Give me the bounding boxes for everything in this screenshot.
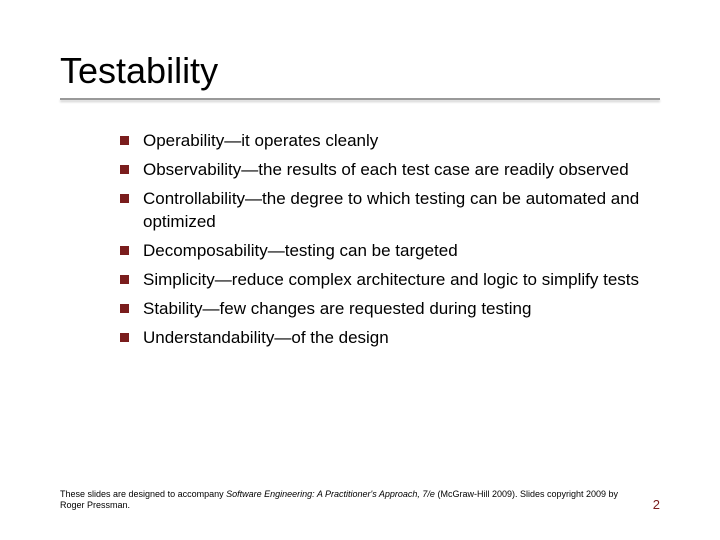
list-item: Simplicity—reduce complex architecture a… (120, 269, 640, 292)
bullet-icon (120, 136, 129, 145)
bullet-text: Simplicity—reduce complex architecture a… (143, 269, 639, 292)
bullet-text: Stability—few changes are requested duri… (143, 298, 531, 321)
bullet-icon (120, 333, 129, 342)
page-number: 2 (653, 497, 660, 512)
footer-text: These slides are designed to accompany S… (60, 489, 620, 512)
bullet-icon (120, 194, 129, 203)
slide: Testability Operability—it operates clea… (0, 0, 720, 540)
slide-title: Testability (60, 50, 660, 98)
list-item: Decomposability—testing can be targeted (120, 240, 640, 263)
bullet-text: Operability—it operates cleanly (143, 130, 378, 153)
bullet-icon (120, 275, 129, 284)
bullet-text: Understandability—of the design (143, 327, 389, 350)
bullet-icon (120, 304, 129, 313)
bullet-text: Controllability—the degree to which test… (143, 188, 640, 234)
bullet-text: Decomposability—testing can be targeted (143, 240, 458, 263)
bullet-icon (120, 165, 129, 174)
list-item: Observability—the results of each test c… (120, 159, 640, 182)
list-item: Operability—it operates cleanly (120, 130, 640, 153)
footer: These slides are designed to accompany S… (60, 489, 660, 512)
bullet-icon (120, 246, 129, 255)
title-block: Testability (60, 50, 660, 100)
bullet-text: Observability—the results of each test c… (143, 159, 629, 182)
list-item: Stability—few changes are requested duri… (120, 298, 640, 321)
list-item: Understandability—of the design (120, 327, 640, 350)
bullet-list: Operability—it operates cleanly Observab… (120, 130, 640, 350)
list-item: Controllability—the degree to which test… (120, 188, 640, 234)
title-underline (60, 98, 660, 100)
